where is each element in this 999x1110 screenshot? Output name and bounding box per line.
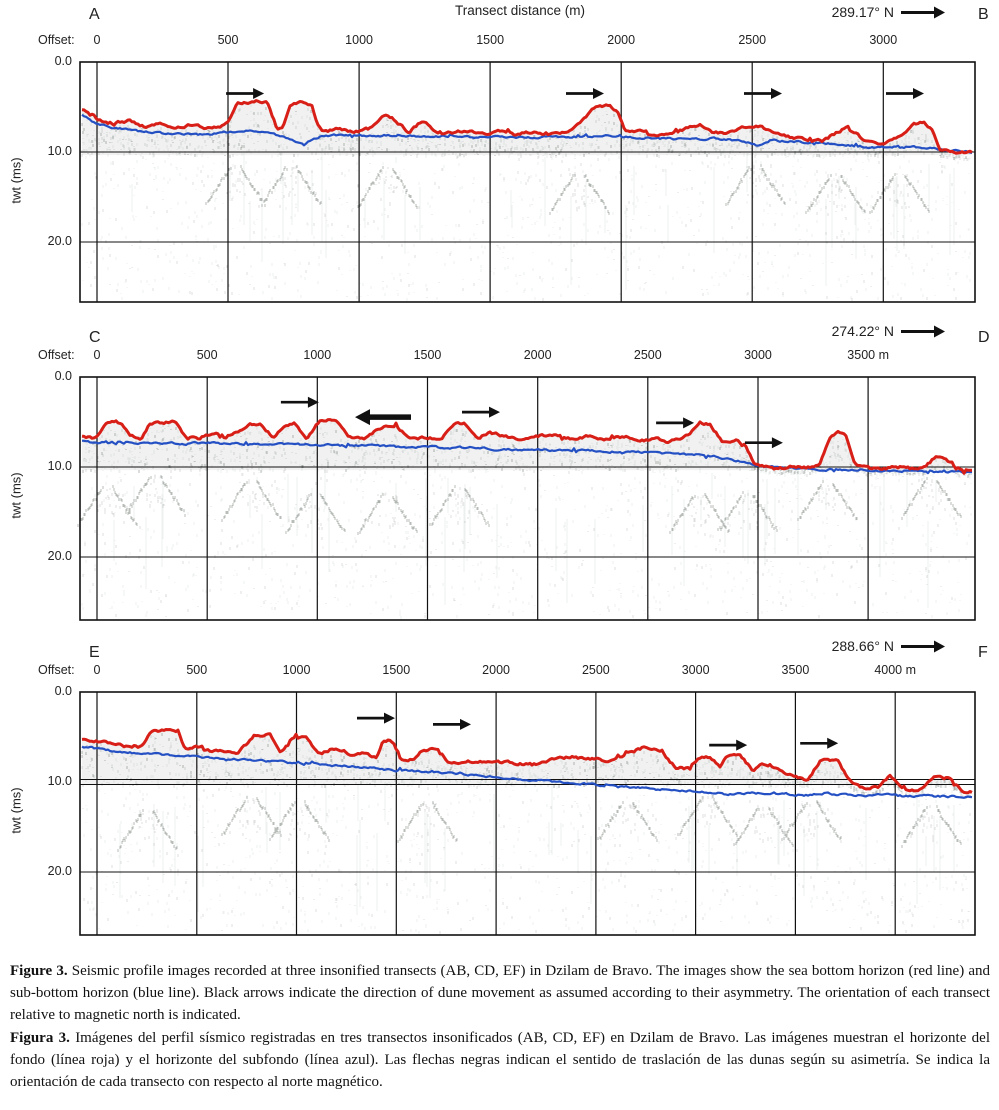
x-tick-label: 1000 [303,348,332,362]
y-tick-label: 10.0 [47,774,72,788]
y-axis-label: twt (ms) [8,472,24,519]
transect-endpoint-a: A [89,6,100,23]
seismic-plot-cd [77,376,976,621]
x-axis-title: Transect distance (m) [454,3,586,18]
offset-axis-label: Offset: [38,33,75,47]
seismic-plot-ef [79,691,976,936]
x-tick-label: 0 [93,348,101,362]
transect-endpoint-e: E [89,644,100,661]
x-tick-label: 2500 [633,348,662,362]
x-tick-label: 1500 [476,33,505,47]
caption-en-text: Seismic profile images recorded at three… [10,963,991,1024]
x-tick-label: 3000 [681,663,710,677]
offset-axis-label: Offset: [38,348,75,362]
bearing-value: 274.22° N [831,323,894,339]
y-tick-label: 20.0 [47,864,72,878]
y-tick-label: 20.0 [47,234,72,248]
figure-caption: Figure 3. Seismic profile images recorde… [10,960,990,1093]
transect-endpoint-c: C [89,329,101,346]
x-tick-label: 2500 [738,33,767,47]
x-tick-label: 0 [93,663,101,677]
bearing-cd: 274.22° N [760,323,945,339]
caption-es-text: Imágenes del perfil sísmico registradas … [10,1029,990,1090]
bearing-ab: 289.17° N [760,4,945,20]
x-tick-label: 1500 [413,348,442,362]
caption-english: Figure 3. Seismic profile images recorde… [10,960,990,1027]
y-tick-label: 20.0 [47,549,72,563]
seismic-panel-cd: C 274.22° N D Offset: 0 500 1000 1500 2000 25… [0,315,999,630]
transect-endpoint-f: F [978,644,988,661]
x-tick-label: 1500 [382,663,411,677]
north-arrow-icon [901,6,945,18]
north-arrow-icon [901,325,945,337]
x-tick-label: 2000 [482,663,510,677]
bearing-ef: 288.66° N [760,638,945,654]
transect-endpoint-b: B [978,6,989,23]
y-tick-label: 0.0 [54,54,72,68]
caption-en-lead: Figure 3. [10,963,68,979]
y-tick-label: 10.0 [47,144,72,158]
x-tick-label: 1000 [345,33,373,47]
y-axis-label: twt (ms) [8,787,24,834]
x-tick-label: 500 [217,33,239,47]
x-tick-label: 2000 [523,348,552,362]
y-tick-label: 10.0 [47,459,72,473]
x-tick-label: 4000 m [874,663,917,677]
x-tick-label: 2000 [607,33,636,47]
x-tick-label: 0 [93,33,101,47]
caption-es-lead: Figura 3. [10,1029,70,1046]
y-tick-label: 0.0 [54,369,72,383]
caption-spanish: Figura 3. Imágenes del perfil sísmico re… [10,1027,990,1094]
x-tick-label: 2500 [581,663,610,677]
bearing-value: 288.66° N [831,638,894,654]
x-tick-label: 3500 m [847,348,889,362]
x-tick-label: 1000 [282,663,311,677]
y-tick-label: 0.0 [54,684,72,698]
seismic-panel-ab: A Transect distance (m) 289.17° N B Offs… [0,0,999,312]
transect-endpoint-d: D [978,329,990,346]
y-axis-label: twt (ms) [8,157,24,204]
offset-axis-label: Offset: [38,663,75,677]
seismic-plot-ab [79,61,976,303]
seismic-panel-ef: E 288.66° N F Offset: 0 500 1000 1500 2000 25… [0,630,999,952]
x-tick-label: 3500 [781,663,810,677]
bearing-value: 289.17° N [831,4,894,20]
north-arrow-icon [901,640,945,652]
x-tick-label: 500 [186,663,208,677]
x-tick-label: 3000 [869,33,898,47]
x-tick-label: 500 [196,348,218,362]
x-tick-label: 3000 [744,348,772,362]
